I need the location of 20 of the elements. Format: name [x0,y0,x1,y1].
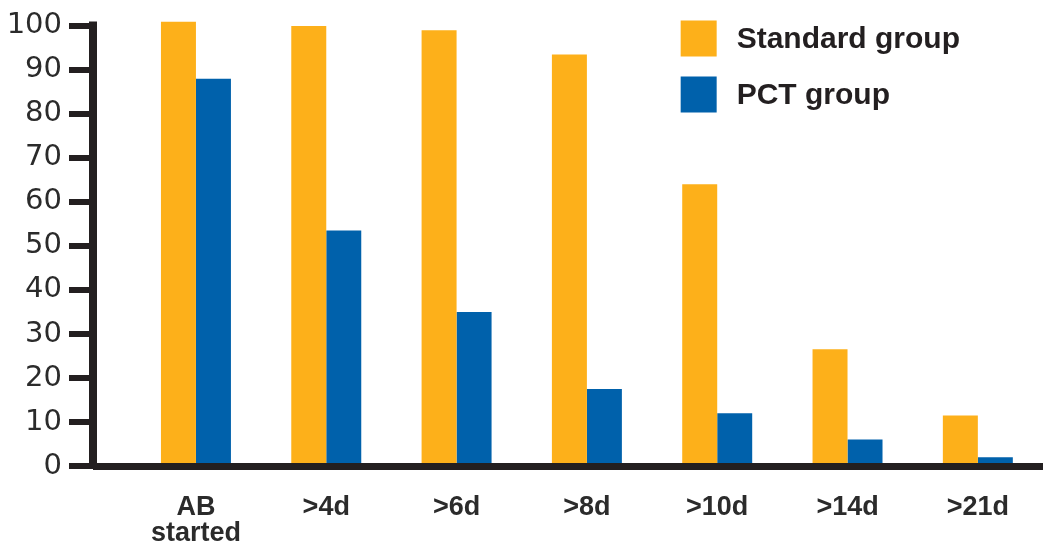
y-tick-label: 40 [25,270,62,305]
y-tick-label: 0 [43,446,62,481]
legend-label: Standard group [736,20,961,54]
y-tick-label: 70 [25,138,62,173]
y-tick-label: 90 [25,50,62,85]
x-tick-label: >6d [432,490,481,521]
x-tick-label: AB started [150,490,241,547]
y-tick-label: 20 [25,358,62,393]
y-tick-label: 30 [25,314,62,349]
y-tick-label: 60 [25,182,62,217]
x-tick-label: >10d [686,490,749,521]
y-tick-label: 80 [25,94,62,129]
x-tick-label: >14d [816,490,879,521]
x-tick-label: >21d [946,490,1009,521]
y-tick-label: 10 [25,402,62,437]
y-tick-label: 50 [25,226,62,261]
y-tick-label: 100 [6,6,62,41]
legend-label: PCT group [736,76,890,110]
x-tick-label: >4d [302,490,350,521]
x-tick-label: >8d [563,490,611,521]
